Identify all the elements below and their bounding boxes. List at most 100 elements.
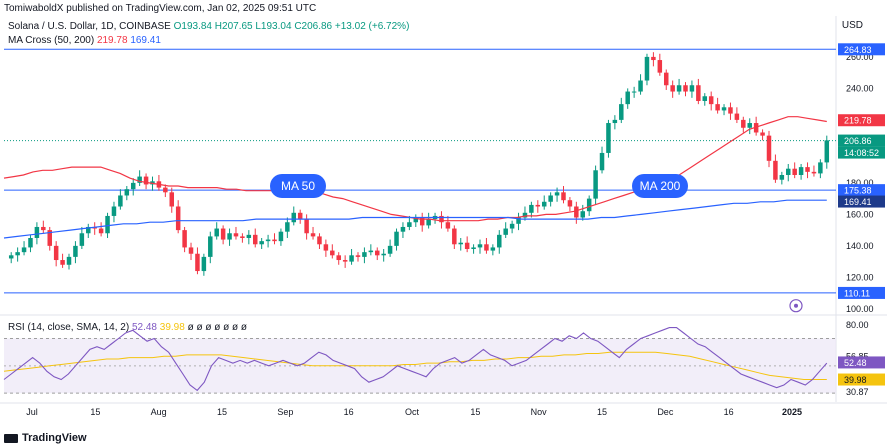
candle-body (503, 228, 508, 235)
ma50-line (3, 116, 827, 222)
ma200-line (3, 199, 827, 239)
candle (445, 215, 451, 232)
candle (554, 187, 560, 202)
candle-body (163, 187, 168, 193)
candle (464, 236, 470, 253)
candle-body (297, 212, 303, 220)
price-tick-label: 180.00 (846, 178, 874, 188)
candle (535, 200, 541, 213)
candle-body (66, 256, 72, 265)
candle (516, 212, 521, 231)
low-value: L193.04 (255, 21, 292, 32)
candle-body (400, 226, 406, 232)
candle-body (47, 230, 52, 246)
candle-body (15, 252, 20, 256)
candle-body (644, 56, 650, 81)
currency-label[interactable]: USD (841, 20, 863, 31)
candle-body (580, 211, 586, 218)
candle (41, 220, 46, 234)
ma200-callout[interactable]: MA 200 (632, 174, 688, 199)
price-label: 219.78 (838, 114, 885, 127)
price-label-text: 219.78 (844, 116, 872, 126)
candle (233, 226, 239, 240)
add-icon[interactable] (789, 299, 803, 313)
candle-body (8, 255, 14, 259)
tradingview-label: TradingView (22, 432, 87, 444)
candle-body (323, 244, 329, 251)
rsi-label[interactable]: RSI (14, close, SMA, 14, 2) (8, 322, 130, 333)
candle (721, 104, 727, 116)
candle (400, 222, 406, 238)
rsi-legend: RSI (14, close, SMA, 14, 2) 52.48 39.98 … (8, 322, 247, 333)
candle (272, 233, 277, 245)
candle-body (105, 215, 110, 234)
add-icon-ring (789, 299, 803, 313)
candle-body (792, 168, 797, 175)
candle-body (220, 228, 226, 240)
candle-body (214, 228, 219, 237)
rsi-value-label: 39.98 (838, 373, 885, 386)
candle-body (574, 206, 579, 218)
candle-body (529, 204, 534, 213)
rsi-value: 52.48 (131, 322, 157, 333)
candle (156, 175, 162, 191)
candle-body (779, 175, 785, 180)
candle-body (484, 244, 489, 251)
price-label-text: 175.38 (844, 186, 872, 196)
price-label: 206.86 (838, 134, 885, 147)
candle (792, 162, 797, 179)
candle (375, 247, 380, 261)
candle-body (407, 222, 412, 227)
candle (246, 230, 252, 245)
ma50-callout[interactable]: MA 50 (270, 174, 326, 199)
chart-legend: Solana / U.S. Dollar, 1D, COINBASE O193.… (8, 20, 409, 48)
candle-body (509, 223, 515, 229)
candle-body (541, 201, 547, 207)
candle-body (201, 256, 207, 272)
candle (625, 88, 630, 109)
candle (773, 154, 778, 183)
candle-body (240, 236, 245, 238)
price-label-box (838, 114, 885, 127)
rsi-line (3, 327, 828, 392)
candle (265, 234, 271, 248)
candle (8, 252, 14, 264)
candle (522, 206, 528, 221)
candle-body (715, 104, 720, 111)
candle-body (330, 250, 335, 256)
candle-body (34, 226, 40, 238)
candle-body (86, 226, 91, 234)
change-value: +13.02 (+6.72%) (334, 21, 410, 32)
ma200-callout-bubble (632, 174, 688, 199)
candle-body (670, 85, 675, 92)
candle (689, 80, 695, 98)
publish-info: TomiwaboldX published on TradingView.com… (4, 3, 317, 14)
candle (28, 234, 33, 253)
candle (118, 189, 123, 210)
candle-body (708, 96, 714, 105)
rsi-sma-line (3, 351, 827, 380)
tradingview-brand[interactable]: TradingView (4, 432, 87, 444)
candle (741, 116, 746, 133)
ma-cross-label[interactable]: MA Cross (50, 200) (8, 35, 95, 46)
candle (599, 146, 605, 174)
candle (381, 249, 386, 262)
symbol-title[interactable]: Solana / U.S. Dollar, 1D, COINBASE (8, 21, 171, 32)
candle (824, 135, 830, 169)
candle (786, 163, 791, 182)
rsi-extra-values: ø ø ø ø ø ø ø (187, 322, 248, 333)
candle (323, 239, 329, 257)
price-tick-label: 140.00 (846, 241, 874, 251)
candle (798, 163, 804, 180)
price-label-text: 110.11 (844, 288, 870, 298)
candle (561, 186, 566, 204)
candle-body (394, 231, 399, 246)
candle-body (619, 104, 624, 120)
candle-body (252, 234, 258, 245)
x-tick-label: Aug (151, 407, 167, 417)
candle (419, 212, 425, 232)
candle (471, 244, 476, 254)
x-tick-label: 15 (597, 407, 607, 417)
candle-body (516, 217, 521, 224)
